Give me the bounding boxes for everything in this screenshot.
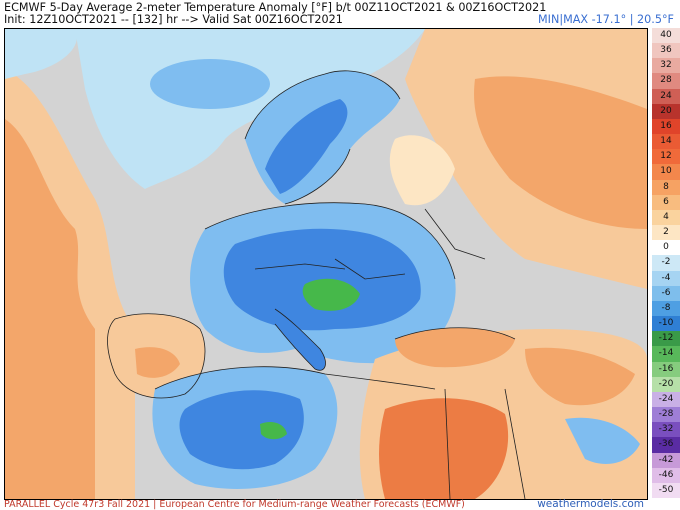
colorbar-cell: -32: [652, 422, 680, 438]
footer-site[interactable]: weathermodels.com: [537, 498, 644, 510]
colorbar-cell: 10: [652, 164, 680, 180]
init-info: Init: 12Z10OCT2021 -- [132] hr --> Valid…: [4, 13, 343, 26]
russia-warm-core: [474, 76, 647, 229]
iberia-warm-core: [135, 347, 180, 378]
colorbar-cell: -16: [652, 361, 680, 377]
footer-credit: PARALLEL Cycle 47r3 Fall 2021 | European…: [4, 499, 465, 510]
sahara-extreme-cold-patch: [260, 422, 287, 440]
turkey-warm-area: [395, 327, 515, 368]
colorbar-cell: -20: [652, 376, 680, 392]
colorbar-cell: -28: [652, 407, 680, 423]
coastlines-borders: [107, 70, 526, 499]
colorbar-cell: -14: [652, 346, 680, 362]
map-title: ECMWF 5-Day Average 2-meter Temperature …: [4, 1, 547, 14]
colorbar-legend: 40 36 32 28 24 20 16 14 12 10 8 6 4 2 0 -2 -4 -6 -8 -10 -12-…: [650, 28, 680, 498]
colorbar-cell: 16: [652, 118, 680, 135]
baltic-light-warm: [389, 135, 455, 206]
colorbar-cell: 20: [652, 103, 680, 119]
colorbar-cell: -10: [652, 316, 680, 332]
scandinavia-cool-core: [265, 99, 348, 194]
colorbar-cell: 6: [652, 194, 680, 210]
min-max-readout: MIN|MAX -17.1° | 20.5°F: [538, 13, 674, 26]
colorbar-cell: 2: [652, 225, 680, 241]
iran-warm-core: [525, 347, 635, 406]
greenland-cool-area: [5, 29, 77, 79]
cool-patch-north-sea: [150, 59, 270, 109]
colorbar-cell: -24: [652, 391, 680, 408]
colorbar-cell: 12: [652, 149, 680, 165]
north-africa-cool-core: [179, 390, 304, 470]
colorbar-cell: -2: [652, 255, 680, 271]
arabia-cool-patch: [565, 417, 640, 464]
map-canvas: [5, 29, 647, 499]
colorbar-cell: 28: [652, 73, 680, 89]
atlantic-warm-core: [5, 119, 95, 499]
colorbar-cell: 14: [652, 134, 680, 150]
colorbar-cell: 36: [652, 43, 680, 59]
colorbar-cell: 0: [652, 240, 680, 256]
egypt-warm-core: [379, 398, 509, 499]
colorbar-cell: -46: [652, 467, 680, 483]
colorbar-cell: -42: [652, 452, 680, 468]
colorbar-cell: 4: [652, 209, 680, 226]
colorbar-cell: 40: [652, 28, 680, 44]
colorbar-cell: -36: [652, 437, 680, 453]
colorbar-cell: 24: [652, 88, 680, 104]
colorbar-cell: -6: [652, 285, 680, 301]
colorbar-cell: -12: [652, 331, 680, 347]
colorbar-cell: -4: [652, 270, 680, 286]
colorbar-cell: -8: [652, 300, 680, 317]
colorbar-cell: 8: [652, 179, 680, 195]
colorbar-cell: 32: [652, 58, 680, 74]
temperature-anomaly-map: [4, 28, 648, 500]
italy-cool-area: [275, 309, 326, 371]
balkans-extreme-cold-patch: [302, 278, 360, 311]
colorbar-cell: -50: [652, 482, 680, 498]
